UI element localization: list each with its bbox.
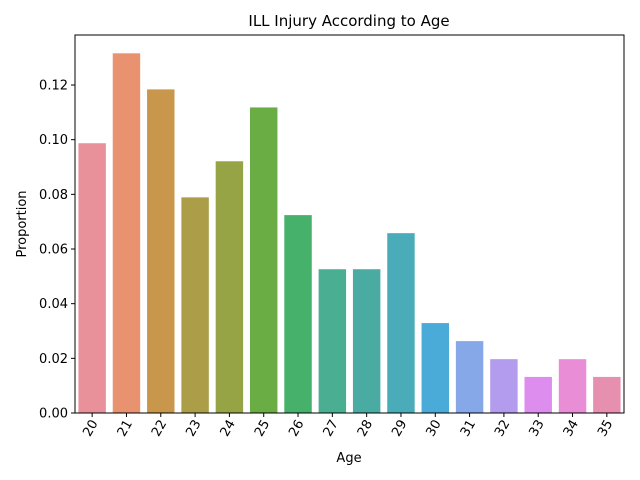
x-tick-label-31: 31 (458, 418, 479, 440)
bar-23 (181, 197, 209, 413)
x-tick-label-26: 26 (286, 418, 307, 440)
x-tick-label-20: 20 (80, 418, 101, 440)
y-axis-title: Proportion (15, 190, 30, 257)
x-tick-label-34: 34 (561, 418, 582, 440)
bar-33 (524, 376, 552, 413)
bar-32 (490, 359, 518, 413)
y-tick-label: 0.10 (39, 133, 68, 148)
y-tick-label: 0.08 (39, 188, 68, 203)
y-tick-label: 0.12 (39, 79, 68, 94)
bar-21 (112, 53, 141, 414)
bar-24 (215, 161, 244, 413)
x-tick-label-30: 30 (423, 418, 444, 440)
bar-30 (421, 323, 450, 413)
bar-34 (558, 359, 587, 413)
bars-group (78, 53, 621, 414)
x-tick-label-28: 28 (355, 418, 376, 440)
x-tick-label-24: 24 (218, 418, 239, 440)
bar-27 (318, 269, 347, 413)
x-tick-label-23: 23 (183, 418, 204, 440)
chart-title: ILL Injury According to Age (248, 12, 449, 30)
x-tick-label-32: 32 (492, 418, 513, 440)
y-tick-label: 0.02 (39, 352, 68, 367)
bar-20 (78, 143, 106, 414)
y-axis: 0.00 0.02 0.04 0.06 0.08 0.10 0.12 (39, 79, 75, 422)
bar-35 (593, 376, 621, 413)
x-axis: 20 21 22 23 24 25 26 27 28 29 30 31 32 33 34 35 (80, 413, 616, 439)
bar-22 (147, 89, 175, 413)
x-tick-label-29: 29 (389, 418, 410, 440)
x-tick-label-21: 21 (115, 418, 136, 440)
y-tick-label: 0.04 (39, 297, 68, 312)
x-tick-label-22: 22 (149, 418, 170, 440)
x-tick-label-35: 35 (595, 418, 616, 440)
x-axis-title: Age (336, 451, 361, 466)
x-tick-label-27: 27 (321, 418, 342, 440)
bar-29 (387, 233, 415, 413)
y-tick-label: 0.06 (39, 243, 68, 258)
y-tick-label: 0.00 (39, 407, 68, 422)
bar-25 (249, 107, 278, 414)
plot-frame (74, 34, 625, 414)
bar-28 (352, 269, 381, 413)
x-tick-label-33: 33 (526, 418, 547, 440)
x-tick-label-25: 25 (252, 418, 273, 440)
bar-31 (455, 341, 484, 413)
bar-26 (284, 215, 312, 413)
